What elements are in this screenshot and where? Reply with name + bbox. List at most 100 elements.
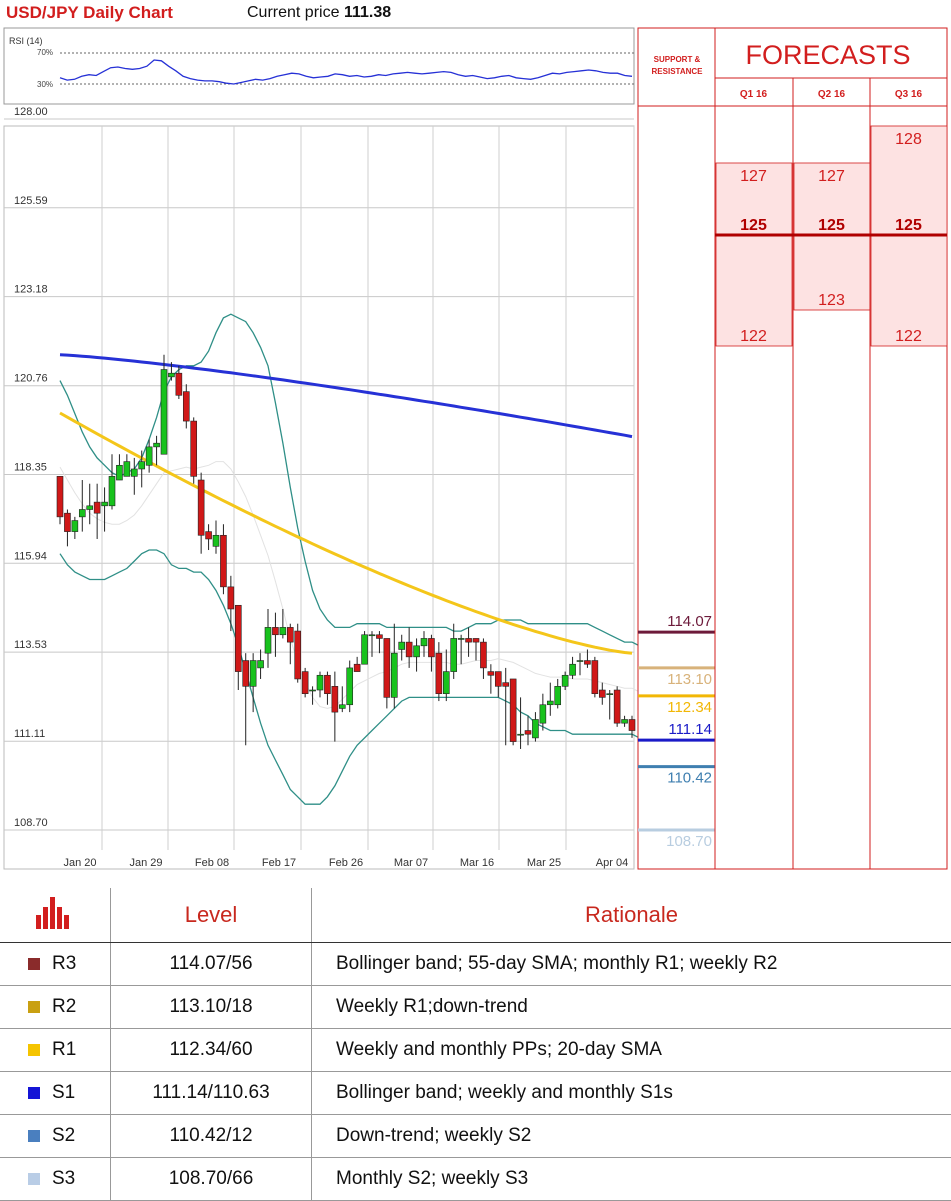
candle-body bbox=[532, 719, 538, 737]
level-value: 111.14/110.63 bbox=[111, 1072, 312, 1115]
candle-body bbox=[102, 502, 108, 506]
x-tick-label: Feb 08 bbox=[195, 857, 229, 869]
forecast-mid: 125 bbox=[895, 217, 922, 234]
rsi-30-label: 30% bbox=[37, 80, 53, 89]
y-tick-label: 128.00 bbox=[14, 106, 48, 118]
x-tick-label: Feb 17 bbox=[262, 857, 296, 869]
forecast-mid: 125 bbox=[818, 217, 845, 234]
candle-body bbox=[79, 509, 85, 516]
level-rationale: Weekly and monthly PPs; 20-day SMA bbox=[312, 1029, 951, 1072]
candle-body bbox=[399, 642, 405, 649]
y-tick-label: 118.35 bbox=[14, 462, 47, 474]
candle-body bbox=[198, 480, 204, 535]
candle-body bbox=[116, 465, 122, 480]
forecast-high: 128 bbox=[895, 131, 922, 148]
y-tick-label: 123.18 bbox=[14, 284, 48, 296]
forecast-low: 122 bbox=[740, 328, 767, 345]
candle-body bbox=[510, 679, 516, 742]
sr-level-label: 108.70 bbox=[666, 833, 712, 850]
sr-header-line2: RESISTANCE bbox=[652, 67, 704, 76]
candle-body bbox=[287, 627, 293, 642]
level-value: 112.34/60 bbox=[111, 1029, 312, 1072]
candle-body bbox=[518, 734, 524, 735]
level-rationale: Weekly R1;down-trend bbox=[312, 986, 951, 1029]
candle-body bbox=[577, 661, 583, 662]
x-tick-label: Feb 26 bbox=[329, 857, 363, 869]
candle-body bbox=[250, 661, 256, 687]
candle-body bbox=[324, 675, 330, 693]
sr-level-label: 113.10 bbox=[667, 671, 712, 688]
main-plot-frame bbox=[4, 126, 634, 869]
candle-body bbox=[614, 690, 620, 723]
candle-body bbox=[607, 694, 613, 695]
level-value: 110.42/12 bbox=[111, 1115, 312, 1158]
y-tick-label: 108.70 bbox=[14, 817, 48, 829]
level-color-swatch bbox=[28, 1173, 40, 1185]
sr-level-label: 112.34 bbox=[667, 699, 712, 716]
level-color-swatch bbox=[28, 958, 40, 970]
level-value: 113.10/18 bbox=[111, 986, 312, 1029]
candle-body bbox=[584, 661, 590, 665]
candle-body bbox=[332, 686, 338, 712]
candle-body bbox=[414, 646, 420, 657]
x-tick-label: Mar 16 bbox=[460, 857, 494, 869]
candle-body bbox=[72, 521, 78, 532]
candle-body bbox=[213, 535, 219, 546]
candle-body bbox=[124, 462, 130, 477]
level-code-cell: S3 bbox=[0, 1158, 111, 1201]
level-code: S1 bbox=[52, 1082, 75, 1103]
level-code: R1 bbox=[52, 1039, 76, 1060]
level-code: R3 bbox=[52, 953, 76, 974]
level-code: R2 bbox=[52, 996, 76, 1017]
candle-body bbox=[369, 635, 375, 636]
candle-body bbox=[391, 653, 397, 697]
candle-body bbox=[451, 638, 457, 671]
level-value: 114.07/56 bbox=[111, 943, 312, 986]
candle-body bbox=[466, 638, 472, 642]
candle-body bbox=[161, 370, 167, 455]
level-color-swatch bbox=[28, 1087, 40, 1099]
candle-body bbox=[629, 719, 635, 730]
level-rationale: Down-trend; weekly S2 bbox=[312, 1115, 951, 1158]
x-tick-label: Jan 29 bbox=[129, 857, 162, 869]
level-rationale: Bollinger band; 55-day SMA; monthly R1; … bbox=[312, 943, 951, 986]
x-tick-label: Mar 25 bbox=[527, 857, 561, 869]
candle-body bbox=[295, 631, 301, 679]
col-level-header: Level bbox=[111, 888, 312, 943]
candle-body bbox=[183, 392, 189, 421]
candle-body bbox=[622, 719, 628, 723]
y-tick-label: 115.94 bbox=[14, 550, 47, 562]
rsi-70-label: 70% bbox=[37, 48, 53, 57]
candle-body bbox=[131, 469, 137, 476]
level-color-swatch bbox=[28, 1130, 40, 1142]
candle-body bbox=[191, 421, 197, 476]
candle-body bbox=[384, 638, 390, 697]
level-value: 108.70/66 bbox=[111, 1158, 312, 1201]
candle-body bbox=[176, 373, 182, 395]
candle-body bbox=[547, 701, 553, 705]
rsi-panel bbox=[4, 28, 634, 104]
candle-body bbox=[436, 653, 442, 694]
candle-body bbox=[458, 638, 464, 639]
y-tick-label: 113.53 bbox=[14, 639, 47, 651]
candle-body bbox=[362, 635, 368, 664]
candle-body bbox=[280, 627, 286, 634]
candle-body bbox=[421, 638, 427, 645]
forecast-high: 127 bbox=[740, 168, 767, 185]
candle-body bbox=[139, 462, 145, 469]
sr-level-label: 114.07 bbox=[667, 613, 712, 630]
forecast-col-label: Q2 16 bbox=[818, 89, 846, 100]
level-code: S2 bbox=[52, 1125, 75, 1146]
forecast-low: 123 bbox=[818, 292, 845, 309]
candle-body bbox=[592, 661, 598, 694]
x-tick-label: Mar 07 bbox=[394, 857, 428, 869]
rsi-label: RSI (14) bbox=[9, 36, 43, 46]
candle-body bbox=[64, 513, 70, 531]
candle-body bbox=[555, 686, 561, 704]
candle-body bbox=[109, 476, 115, 505]
sr-level-label: 110.42 bbox=[667, 770, 712, 787]
